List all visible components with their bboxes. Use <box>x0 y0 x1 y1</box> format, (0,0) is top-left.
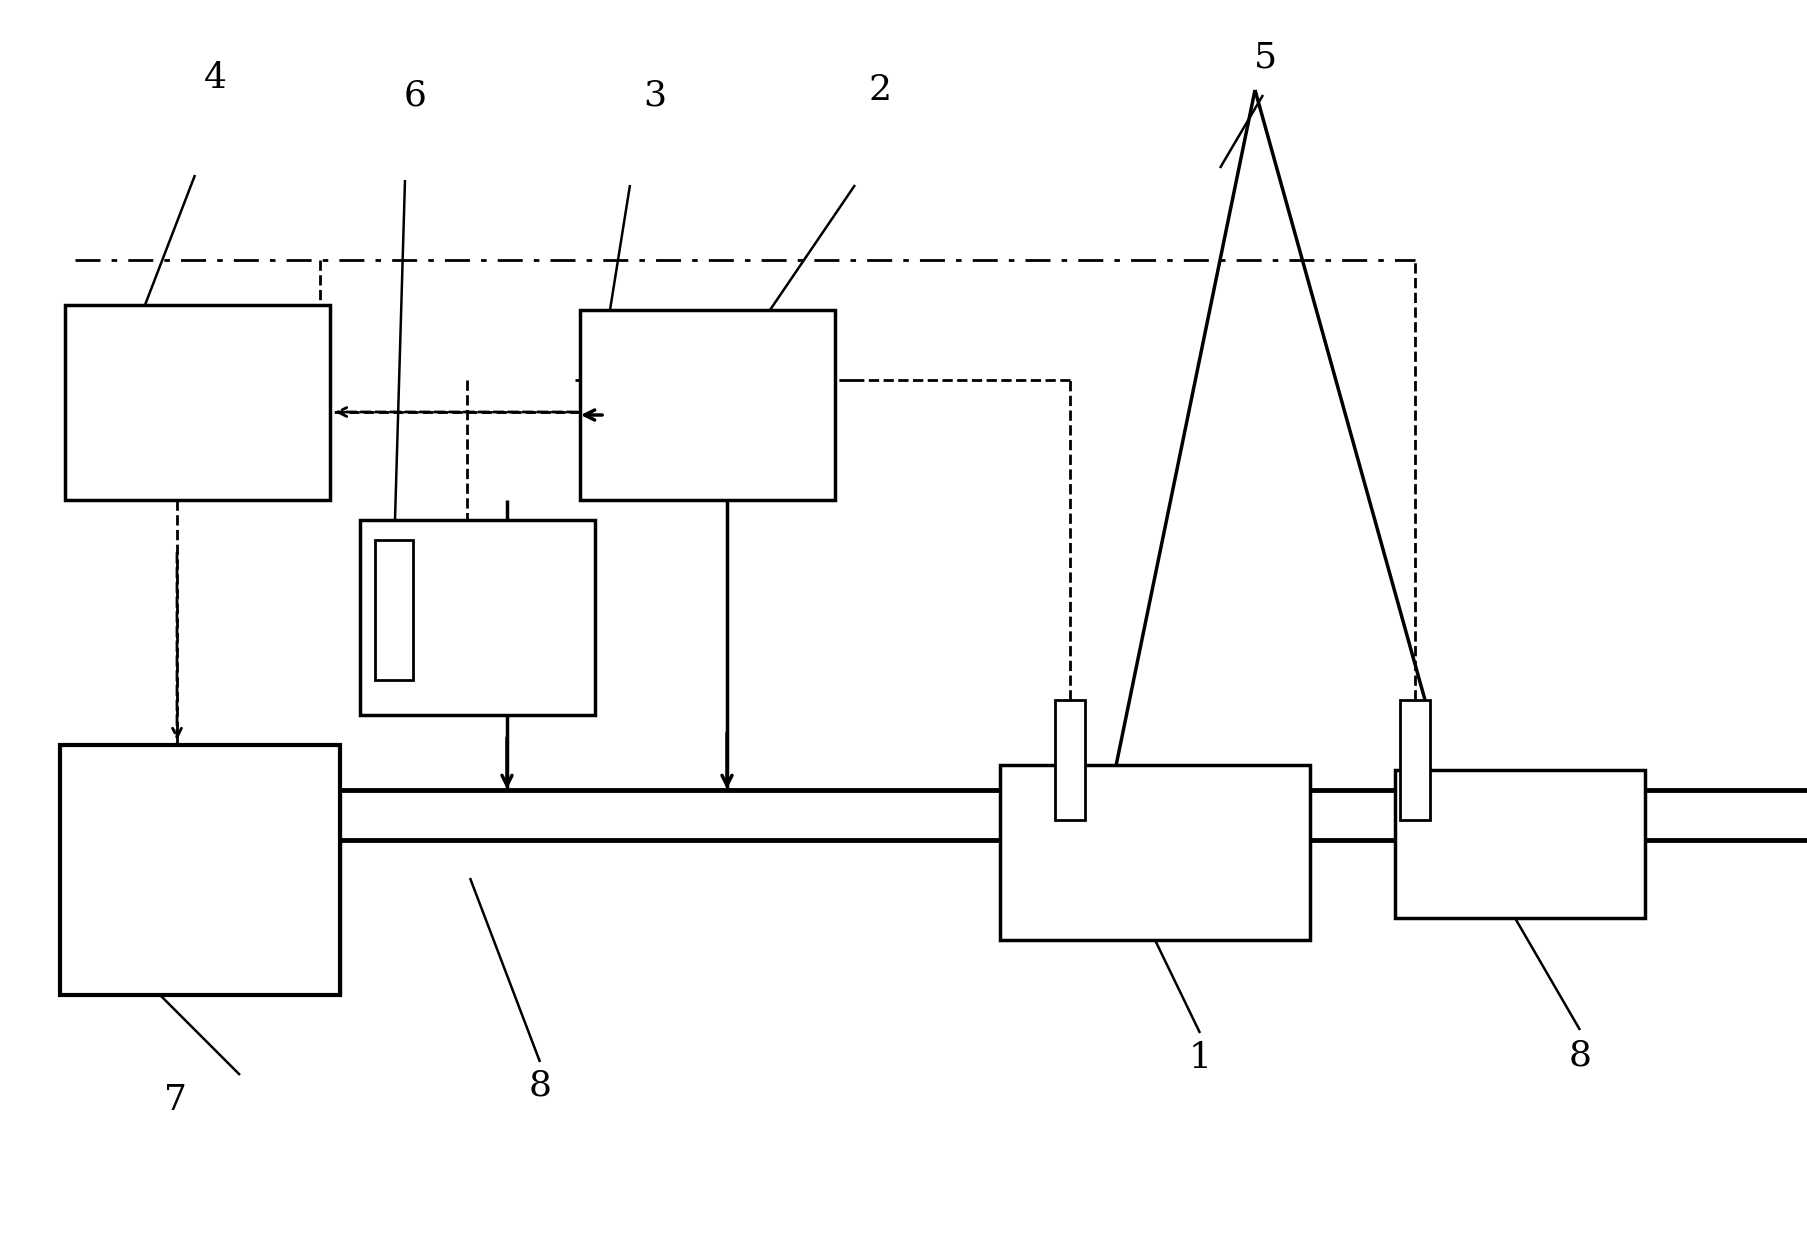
Text: 2: 2 <box>869 73 891 107</box>
Text: 7: 7 <box>164 1084 186 1117</box>
Text: 4: 4 <box>204 61 226 95</box>
Text: 5: 5 <box>1254 41 1276 75</box>
Text: 6: 6 <box>403 78 426 112</box>
Text: 8: 8 <box>1568 1037 1592 1072</box>
Bar <box>580 310 835 500</box>
Text: 8: 8 <box>528 1069 551 1102</box>
Bar <box>1395 770 1644 918</box>
Bar <box>65 305 331 500</box>
Bar <box>1055 700 1084 820</box>
Text: 3: 3 <box>643 78 667 112</box>
Bar <box>360 520 595 715</box>
Text: 1: 1 <box>1189 1041 1211 1075</box>
Bar <box>999 765 1310 940</box>
Bar <box>60 745 340 995</box>
Bar <box>1400 700 1429 820</box>
Bar <box>376 540 414 680</box>
